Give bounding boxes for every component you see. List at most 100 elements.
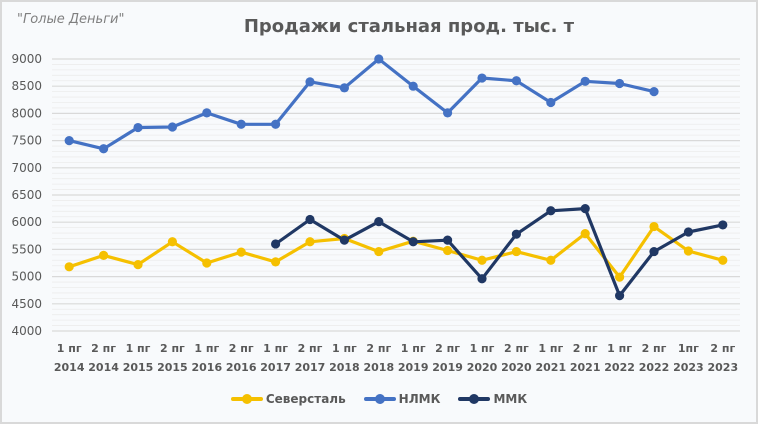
data-point bbox=[546, 206, 556, 216]
data-point bbox=[649, 221, 659, 232]
x-tick-label: 2022 bbox=[639, 361, 670, 374]
x-tick-label: 2 пг bbox=[160, 342, 185, 355]
x-tick-label: 2 пг bbox=[573, 342, 598, 355]
data-point bbox=[511, 76, 521, 86]
x-tick-label: 2 пг bbox=[642, 342, 667, 355]
y-tick-label: 5500 bbox=[11, 242, 42, 256]
legend-line-marker-icon bbox=[363, 394, 396, 404]
series-2 bbox=[271, 204, 728, 301]
y-tick-label: 5000 bbox=[11, 270, 42, 284]
data-point bbox=[133, 122, 143, 133]
x-tick-label: 1 пг bbox=[263, 342, 288, 355]
data-point bbox=[271, 257, 281, 267]
data-point bbox=[339, 83, 349, 93]
data-point bbox=[546, 97, 556, 108]
data-point bbox=[546, 255, 556, 265]
data-point bbox=[99, 144, 109, 154]
data-point bbox=[271, 119, 281, 129]
data-point bbox=[649, 246, 659, 257]
data-point bbox=[511, 246, 521, 257]
x-tick-label: 2 пг bbox=[504, 342, 529, 355]
y-tick-label: 9000 bbox=[11, 52, 42, 66]
x-tick-label: 2 пг bbox=[298, 342, 323, 355]
y-tick-label: 4500 bbox=[11, 297, 42, 311]
x-tick-label: 2023 bbox=[673, 361, 704, 374]
data-point bbox=[305, 77, 315, 87]
x-tick-label: 2014 bbox=[88, 361, 119, 374]
x-tick-label: 1пг bbox=[678, 342, 699, 355]
x-tick-label: 2022 bbox=[604, 361, 635, 374]
data-point bbox=[374, 54, 384, 64]
x-tick-label: 2016 bbox=[226, 361, 257, 374]
data-point bbox=[167, 122, 177, 132]
x-tick-label: 2 пг bbox=[710, 342, 735, 355]
data-point bbox=[615, 272, 625, 282]
x-tick-label: 2017 bbox=[295, 361, 326, 374]
x-tick-label: 1 пг bbox=[538, 342, 563, 355]
x-tick-label: 1 пг bbox=[194, 342, 219, 355]
data-point bbox=[339, 235, 349, 245]
data-point bbox=[374, 217, 384, 227]
legend-line-marker-icon bbox=[458, 394, 491, 404]
data-point bbox=[718, 255, 728, 265]
y-tick-label: 4000 bbox=[11, 324, 42, 338]
data-point bbox=[64, 136, 74, 146]
data-point bbox=[580, 204, 590, 214]
y-tick-label: 8000 bbox=[11, 106, 42, 120]
data-point bbox=[580, 76, 590, 86]
data-point bbox=[374, 246, 384, 257]
y-tick-label: 7500 bbox=[11, 134, 42, 148]
data-point bbox=[64, 262, 74, 272]
x-tick-label: 2 пг bbox=[435, 342, 460, 355]
x-tick-label: 2021 bbox=[535, 361, 566, 374]
data-point bbox=[615, 78, 625, 89]
data-point bbox=[718, 220, 728, 230]
legend-item: НЛМК bbox=[363, 392, 441, 406]
data-point bbox=[477, 274, 487, 284]
x-tick-label: 2015 bbox=[123, 361, 154, 374]
legend-line-marker-icon bbox=[230, 394, 263, 404]
y-tick-label: 8500 bbox=[11, 79, 42, 93]
x-tick-label: 1 пг bbox=[470, 342, 495, 355]
y-tick-label: 6000 bbox=[11, 215, 42, 229]
x-tick-label: 1 пг bbox=[332, 342, 357, 355]
legend-item: Северсталь bbox=[230, 392, 346, 406]
legend-label: ММК bbox=[493, 392, 528, 406]
chart-title: Продажи стальная прод. тыс. т bbox=[243, 16, 575, 37]
legend-label: НЛМК bbox=[398, 392, 441, 406]
legend-item: ММК bbox=[458, 392, 527, 406]
x-tick-label: 2020 bbox=[467, 361, 498, 374]
x-tick-label: 2023 bbox=[707, 361, 738, 374]
data-point bbox=[133, 260, 143, 270]
x-axis: 1 пг 2014 2 пг 2014 1 пг 2015 2 пг 2015 1 пг 2016… bbox=[54, 342, 738, 374]
x-tick-label: 2018 bbox=[329, 361, 360, 374]
data-point bbox=[408, 81, 418, 91]
y-tick-label: 7000 bbox=[11, 161, 42, 175]
data-point bbox=[271, 239, 281, 249]
x-tick-label: 2 пг bbox=[91, 342, 116, 355]
x-tick-label: 2020 bbox=[501, 361, 532, 374]
data-point bbox=[167, 237, 177, 247]
data-point bbox=[99, 250, 109, 260]
x-tick-label: 1 пг bbox=[607, 342, 632, 355]
data-point bbox=[511, 229, 521, 239]
data-point bbox=[615, 291, 625, 301]
watermark: "Голые Деньги" bbox=[17, 12, 125, 27]
x-tick-label: 2019 bbox=[398, 361, 429, 374]
data-point bbox=[443, 245, 453, 256]
x-tick-label: 2 пг bbox=[229, 342, 254, 355]
x-tick-label: 1 пг bbox=[126, 342, 151, 355]
data-point bbox=[236, 119, 246, 129]
data-point bbox=[202, 108, 212, 118]
y-axis: 9000 8500 8000 7500 7000 6500 6000 5500 5000 4500… bbox=[11, 52, 42, 338]
x-tick-label: 2017 bbox=[260, 361, 291, 374]
x-tick-label: 2014 bbox=[54, 361, 85, 374]
data-point bbox=[683, 246, 694, 256]
x-tick-label: 1 пг bbox=[401, 342, 426, 355]
x-tick-label: 2021 bbox=[570, 361, 601, 374]
legend-label: Северсталь bbox=[265, 392, 346, 406]
chart-legend: Северсталь НЛМК ММК bbox=[0, 392, 758, 406]
data-point bbox=[477, 255, 487, 265]
data-point bbox=[305, 214, 315, 225]
